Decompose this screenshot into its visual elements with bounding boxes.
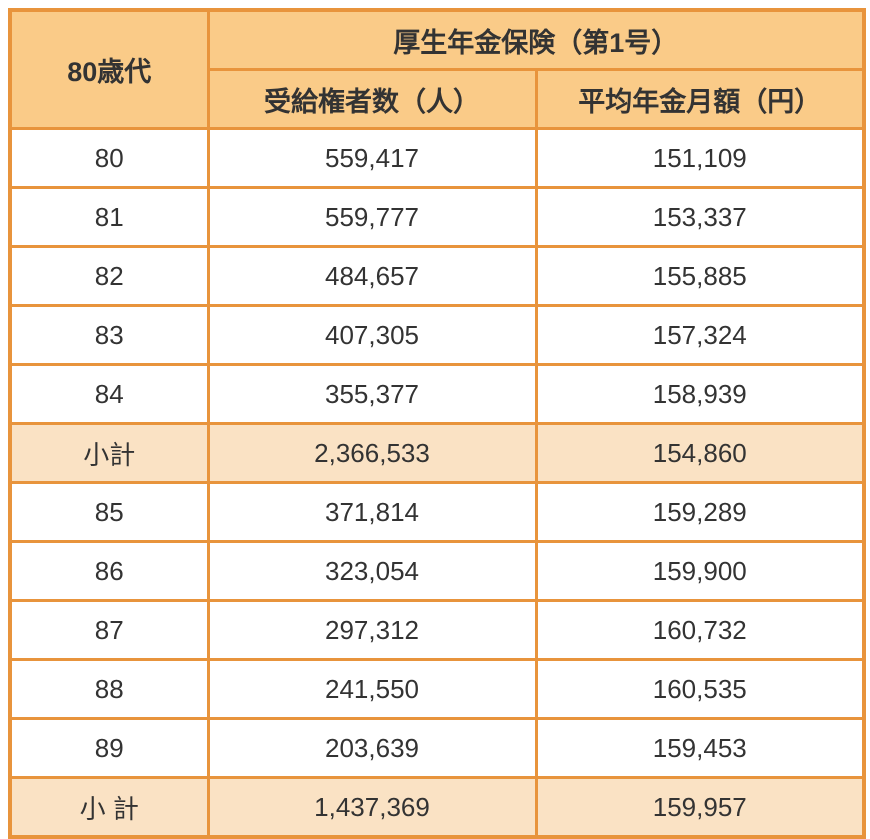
header-row-top: 80歳代 厚生年金保険（第1号） (8, 8, 866, 130)
avg-pension-cell: 159,289 (534, 481, 866, 543)
pension-table: 80歳代 厚生年金保険（第1号） 受給権者数（人） 平均年金月額（円） 80 5… (8, 8, 866, 839)
avg-pension-cell: 158,939 (534, 363, 866, 425)
beneficiaries-cell: 1,437,369 (206, 776, 538, 839)
beneficiaries-cell: 323,054 (206, 540, 538, 602)
table-row: 82 484,657 155,885 (8, 245, 866, 307)
beneficiaries-cell: 297,312 (206, 599, 538, 661)
age-cell: 88 (8, 658, 210, 720)
table-row: 84 355,377 158,939 (8, 363, 866, 425)
avg-pension-cell: 154,860 (534, 422, 866, 484)
avg-pension-cell: 159,900 (534, 540, 866, 602)
age-cell: 87 (8, 599, 210, 661)
avg-pension-cell: 157,324 (534, 304, 866, 366)
subtotal-row: 小 計 1,437,369 159,957 (8, 776, 866, 839)
beneficiaries-cell: 484,657 (206, 245, 538, 307)
beneficiaries-cell: 2,366,533 (206, 422, 538, 484)
avg-pension-cell: 159,453 (534, 717, 866, 779)
beneficiaries-cell: 371,814 (206, 481, 538, 543)
table-row: 85 371,814 159,289 (8, 481, 866, 543)
age-cell: 86 (8, 540, 210, 602)
table-row: 81 559,777 153,337 (8, 186, 866, 248)
subtotal-label-cell: 小 計 (8, 776, 210, 839)
age-group-header: 80歳代 (8, 8, 210, 130)
table-row: 86 323,054 159,900 (8, 540, 866, 602)
avg-pension-cell: 151,109 (534, 127, 866, 189)
avg-pension-cell: 153,337 (534, 186, 866, 248)
avg-pension-cell: 159,957 (534, 776, 866, 839)
avg-pension-cell: 160,535 (534, 658, 866, 720)
age-cell: 81 (8, 186, 210, 248)
page: 80歳代 厚生年金保険（第1号） 受給権者数（人） 平均年金月額（円） 80 5… (8, 8, 866, 839)
age-cell: 82 (8, 245, 210, 307)
table-header: 80歳代 厚生年金保険（第1号） 受給権者数（人） 平均年金月額（円） (8, 8, 866, 130)
beneficiaries-cell: 241,550 (206, 658, 538, 720)
table-row: 87 297,312 160,732 (8, 599, 866, 661)
beneficiaries-cell: 407,305 (206, 304, 538, 366)
beneficiaries-cell: 203,639 (206, 717, 538, 779)
age-cell: 84 (8, 363, 210, 425)
beneficiaries-cell: 559,777 (206, 186, 538, 248)
table-row: 88 241,550 160,535 (8, 658, 866, 720)
age-cell: 83 (8, 304, 210, 366)
age-cell: 85 (8, 481, 210, 543)
table-row: 83 407,305 157,324 (8, 304, 866, 366)
table-row: 80 559,417 151,109 (8, 127, 866, 189)
avg-pension-column-header: 平均年金月額（円） (534, 68, 866, 130)
avg-pension-cell: 155,885 (534, 245, 866, 307)
beneficiaries-cell: 559,417 (206, 127, 538, 189)
subtotal-row: 小計 2,366,533 154,860 (8, 422, 866, 484)
age-cell: 80 (8, 127, 210, 189)
beneficiaries-cell: 355,377 (206, 363, 538, 425)
table-row: 89 203,639 159,453 (8, 717, 866, 779)
beneficiaries-column-header: 受給権者数（人） (206, 68, 538, 130)
insurance-title-header: 厚生年金保険（第1号） (206, 8, 866, 71)
avg-pension-cell: 160,732 (534, 599, 866, 661)
age-cell: 89 (8, 717, 210, 779)
subtotal-label-cell: 小計 (8, 422, 210, 484)
table-body: 80 559,417 151,109 81 559,777 153,337 82… (8, 127, 866, 839)
header-row-columns: 受給権者数（人） 平均年金月額（円） (10, 68, 866, 130)
